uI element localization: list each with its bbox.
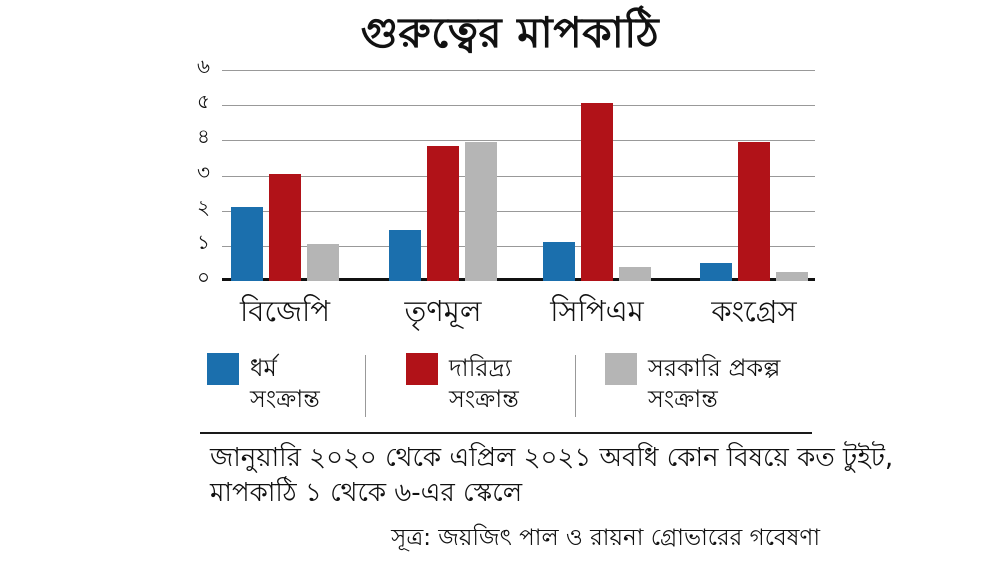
legend-item-1: ধর্ম সংক্রান্ত <box>207 353 320 415</box>
gridline-3 <box>222 176 815 177</box>
legend-label-3: সরকারি প্রকল্প সংক্রান্ত <box>648 353 780 415</box>
x-axis-label-4: কংগ্রেস <box>711 294 797 328</box>
legend-item-2: দারিদ্র্য সংক্রান্ত <box>406 353 519 415</box>
legend-divider-1 <box>365 355 366 417</box>
legend-label-1-line-1: ধর্ম <box>250 354 277 382</box>
bar-series-3-group-2 <box>465 142 497 281</box>
y-tick-label-2: ২ <box>196 194 210 219</box>
bar-series-3-group-3 <box>619 267 651 281</box>
bar-series-2-group-4 <box>738 142 770 281</box>
x-axis-label-1: বিজেপি <box>239 294 331 328</box>
gridline-4 <box>222 140 815 141</box>
legend-label-2: দারিদ্র্য সংক্রান্ত <box>449 353 519 415</box>
footnote-line-1: জানুয়ারি ২০২০ থেকে এপ্রিল ২০২১ অবধি কোন… <box>210 443 894 473</box>
bar-group-2 <box>389 142 497 281</box>
footnote-line-2: মাপকাঠি ১ থেকে ৬-এর স্কেলে <box>210 478 523 508</box>
x-axis-label-2: তৃণমূল <box>404 294 482 328</box>
legend-label-3-line-1: সরকারি প্রকল্প <box>648 354 781 382</box>
gridline-5 <box>222 105 815 106</box>
footnote: জানুয়ারি ২০২০ থেকে এপ্রিল ২০২১ অবধি কোন… <box>210 441 893 511</box>
legend-label-1-line-2: সংক্রান্ত <box>250 385 320 413</box>
gridline-6 <box>222 70 815 71</box>
x-axis-line <box>222 278 815 281</box>
bar-group-1 <box>231 174 339 281</box>
bar-series-3-group-1 <box>307 244 339 281</box>
legend-swatch-2 <box>406 353 438 385</box>
gridline-1 <box>222 246 815 247</box>
legend-swatch-3 <box>605 353 637 385</box>
bar-series-1-group-1 <box>231 207 263 281</box>
legend-label-3-line-2: সংক্রান্ত <box>648 385 718 413</box>
chart-title: গুরুত্বের মাপকাঠি <box>360 8 660 57</box>
y-tick-label-5: ৫ <box>197 88 210 113</box>
bar-series-1-group-3 <box>543 242 575 281</box>
y-tick-label-4: ৪ <box>197 123 210 148</box>
y-tick-label-1: ১ <box>197 229 210 254</box>
x-axis-label-3: সিপিএম <box>550 294 644 328</box>
legend-item-3: সরকারি প্রকল্প সংক্রান্ত <box>605 353 780 415</box>
bar-series-2-group-2 <box>427 146 459 281</box>
legend-divider-2 <box>575 355 576 417</box>
bar-group-4 <box>700 142 808 281</box>
bar-series-2-group-3 <box>581 103 613 281</box>
bar-series-2-group-1 <box>269 174 301 281</box>
legend-label-1: ধর্ম সংক্রান্ত <box>250 353 320 415</box>
y-tick-label-3: ৩ <box>196 159 210 184</box>
plot-area: ০ ১ ২ ৩ ৪ ৫ ৬ বিজেপি তৃণমূল সিপিএম কংগ্রেস <box>197 54 815 328</box>
footnote-divider-line <box>200 432 812 434</box>
bar-group-3 <box>543 103 651 281</box>
bar-series-1-group-4 <box>700 263 732 281</box>
gridline-2 <box>222 211 815 212</box>
bar-series-3-group-4 <box>776 272 808 281</box>
legend-swatch-1 <box>207 353 239 385</box>
y-tick-label-6: ৬ <box>196 53 210 78</box>
source-credit: সূত্র: জয়জিৎ পাল ও রায়না গ্রোভারের গবে… <box>391 525 820 551</box>
y-tick-label-0: ০ <box>196 264 210 289</box>
legend-label-2-line-1: দারিদ্র্য <box>449 354 512 382</box>
bar-series-1-group-2 <box>389 230 421 281</box>
legend-label-2-line-2: সংক্রান্ত <box>449 385 519 413</box>
